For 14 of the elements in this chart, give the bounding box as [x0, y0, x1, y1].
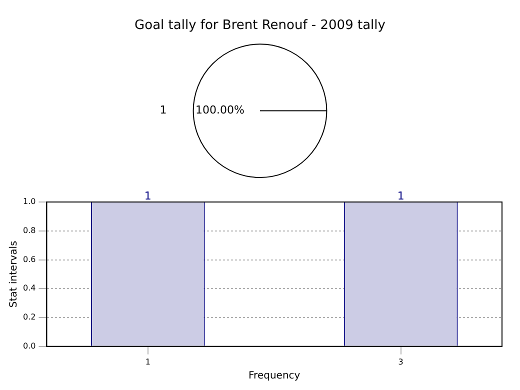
x-tick-label: 3 — [398, 357, 404, 366]
data-label: 100.00% — [196, 104, 244, 117]
slice-label: 1 — [160, 104, 167, 117]
x-axis-title: Frequency — [248, 370, 300, 382]
y-tick-label: 1.0 — [22, 197, 36, 206]
y-tick-label: 0.4 — [22, 284, 36, 293]
y-tick-label: 0.8 — [22, 226, 36, 235]
y-axis-title: Stat intervals — [8, 240, 20, 308]
y-tick-label: 0.6 — [22, 254, 36, 264]
chart-title: Goal tally for Brent Renouf - 2009 tally — [134, 18, 386, 34]
y-tick-label: 0.0 — [22, 341, 36, 350]
data-label: 1 — [144, 189, 152, 202]
y-tick-label: 0.2 — [22, 312, 36, 322]
data-label: 1 — [397, 189, 404, 202]
